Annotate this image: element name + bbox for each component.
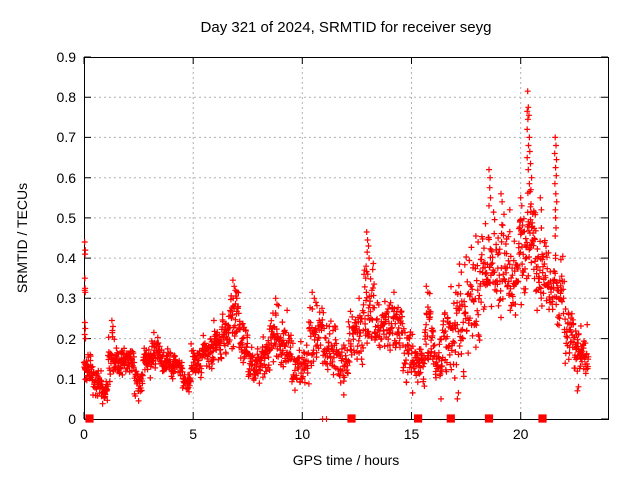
x-axis-label: GPS time / hours (292, 452, 400, 468)
x-tick-label: 5 (189, 426, 198, 442)
y-tick-label: 0 (68, 411, 76, 427)
x-tick-label: 10 (294, 426, 311, 442)
grid-lines (84, 57, 608, 419)
y-tick-label: 0.4 (56, 250, 76, 267)
data-series-group (81, 88, 592, 423)
y-tick-label: 0.8 (56, 89, 76, 106)
y-tick-label: 0.7 (56, 129, 76, 146)
x-tick-label: 20 (512, 426, 529, 442)
y-tick-label: 0.1 (56, 370, 76, 387)
x-tick-label: 15 (403, 426, 420, 442)
series-baseline-flag-squares (85, 414, 547, 423)
y-tick-label: 0.5 (56, 209, 76, 226)
y-tick-label: 0.2 (56, 330, 76, 347)
series-baseline-small-plus (319, 416, 330, 422)
y-axis-label: SRMTID / TECUs (14, 182, 30, 294)
y-tick-label: 0.6 (56, 169, 76, 186)
plot-border (84, 57, 609, 420)
y-tick-label: 0.9 (56, 49, 76, 65)
chart-title: Day 321 of 2024, SRMTID for receiver sey… (200, 19, 492, 36)
series-SRMTID (81, 88, 592, 407)
x-tick-label: 0 (80, 426, 88, 442)
y-tick-label: 0.3 (56, 290, 76, 307)
